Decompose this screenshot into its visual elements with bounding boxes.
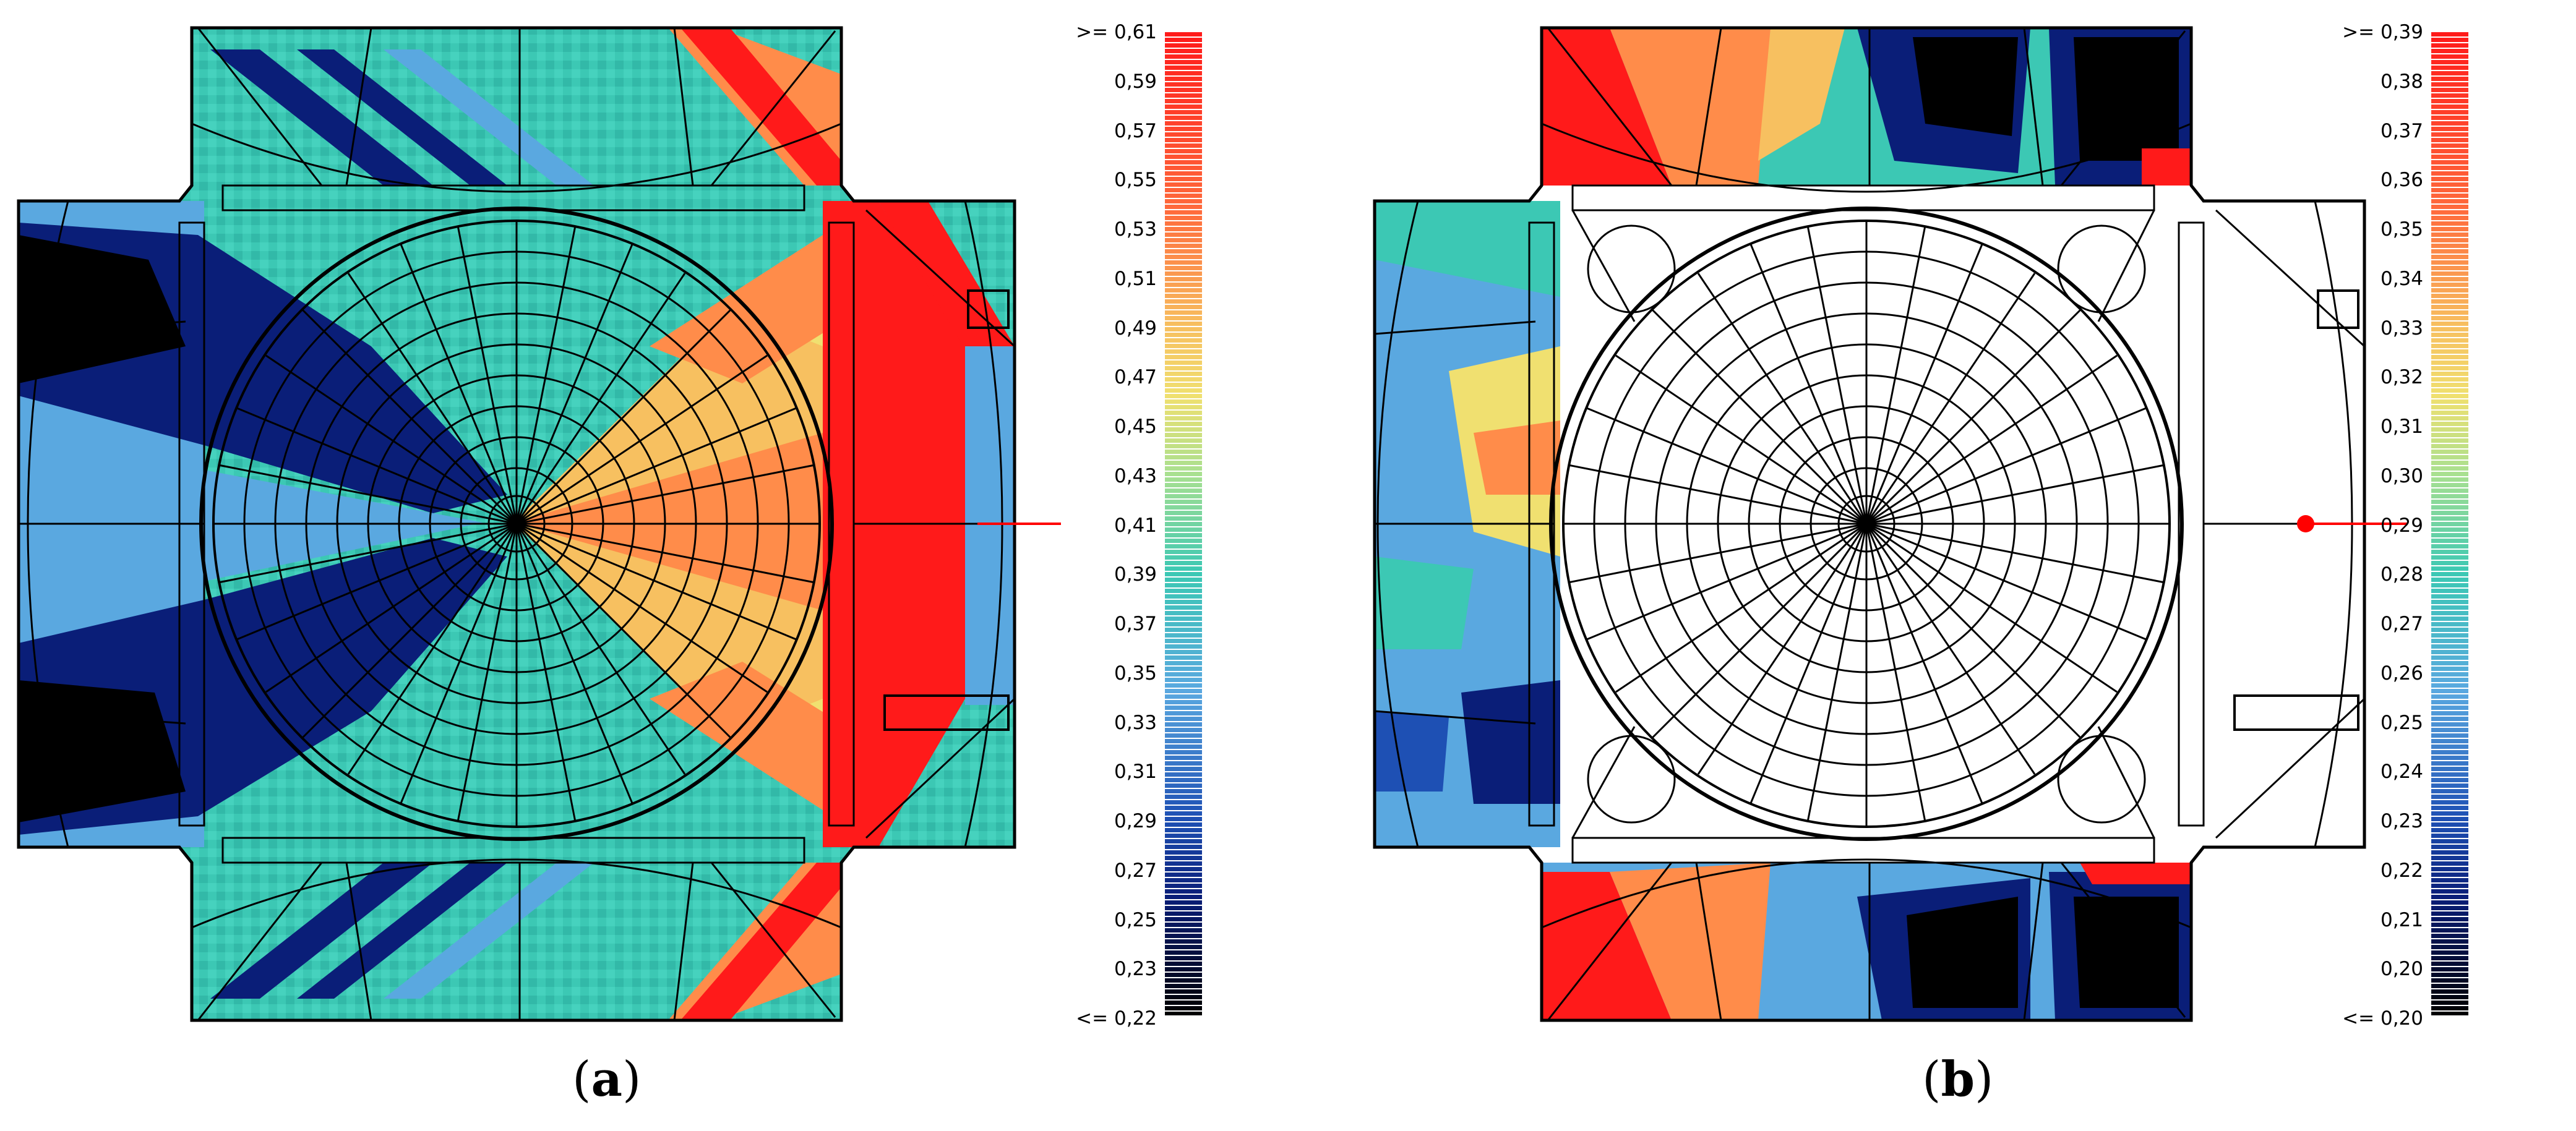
legend-tick-label: 0,32 [2380, 366, 2423, 388]
legend-tick-label: 0,29 [1114, 810, 1157, 832]
panel-b-mesh [1373, 26, 2366, 1022]
legend-tick-label: 0,43 [1114, 465, 1157, 487]
legend-tick-label: 0,27 [2380, 613, 2423, 635]
panel-b-legend-bottom-label: <= 0,20 [2342, 1007, 2423, 1030]
legend-tick-label: 0,25 [1114, 909, 1157, 931]
legend-tick-label: 0,57 [1114, 120, 1157, 142]
legend-tick-label: 0,26 [2380, 662, 2423, 685]
panel-b-legend-top-label: >= 0,39 [2342, 21, 2423, 43]
panel-b-caption-letter: b [1941, 1051, 1975, 1108]
panel-a-mesh [17, 26, 1016, 1022]
legend-tick-label: 0,51 [1114, 268, 1157, 290]
legend-tick-label: 0,53 [1114, 218, 1157, 241]
legend-tick-label: 0,31 [1114, 761, 1157, 783]
legend-tick-label: 0,23 [1114, 958, 1157, 980]
legend-tick-label: 0,33 [1114, 712, 1157, 734]
legend-tick-label: 0,37 [1114, 613, 1157, 635]
legend-tick-label: 0,24 [2380, 761, 2423, 783]
panel-b-floor-plan [1373, 26, 2408, 1022]
panel-a: >= 0,61 0,59 0,57 0,55 0,53 0,51 0,49 0,47 0,45… [17, 21, 1202, 1108]
legend-tick-label: 0,55 [1114, 169, 1157, 191]
legend-tick-label: 0,39 [1114, 563, 1157, 586]
panel-a-legend-top-label: >= 0,61 [1076, 21, 1157, 43]
panel-a-legend-stripes [1165, 32, 1202, 1015]
panel-a-floor-plan [17, 26, 1061, 1022]
panel-b-legend-stripes [2431, 32, 2468, 1015]
legend-tick-label: 0,33 [2380, 317, 2423, 339]
legend-tick-label: 0,37 [2380, 120, 2423, 142]
panel-a-caption-letter: a [591, 1051, 622, 1108]
legend-tick-label: 0,22 [2380, 860, 2423, 882]
legend-tick-label: 0,21 [2380, 909, 2423, 931]
panel-b-bottom-heatmap [1542, 863, 2191, 1020]
legend-tick-label: 0,28 [2380, 563, 2423, 586]
legend-tick-label: 0,29 [2380, 514, 2423, 537]
panel-a-caption: (a) [572, 1051, 642, 1108]
legend-tick-label: 0,23 [2380, 810, 2423, 832]
legend-tick-label: 0,35 [2380, 218, 2423, 241]
legend-tick-label: 0,27 [1114, 860, 1157, 882]
legend-tick-label: 0,31 [2380, 416, 2423, 438]
legend-tick-label: 0,25 [2380, 712, 2423, 734]
legend-tick-label: 0,34 [2380, 268, 2423, 290]
panel-b-caption: (b) [1922, 1051, 1994, 1108]
legend-tick-label: 0,49 [1114, 317, 1157, 339]
legend-tick-label: 0,38 [2380, 70, 2423, 93]
legend-tick-label: 0,41 [1114, 514, 1157, 537]
panel-b: >= 0,39 0,38 0,37 0,36 0,35 0,34 0,33 0,32 0,31… [1288, 0, 2576, 1131]
panel-a-legend-bottom-label: <= 0,22 [1076, 1007, 1157, 1030]
legend-tick-label: 0,47 [1114, 366, 1157, 388]
legend-tick-label: 0,45 [1114, 416, 1157, 438]
panel-b-top-heatmap [1542, 28, 2191, 186]
legend-tick-label: 0,30 [2380, 465, 2423, 487]
legend-tick-label: 0,20 [2380, 958, 2423, 980]
legend-tick-label: 0,35 [1114, 662, 1157, 685]
legend-tick-label: 0,36 [2380, 169, 2423, 191]
legend-tick-label: 0,59 [1114, 70, 1157, 93]
